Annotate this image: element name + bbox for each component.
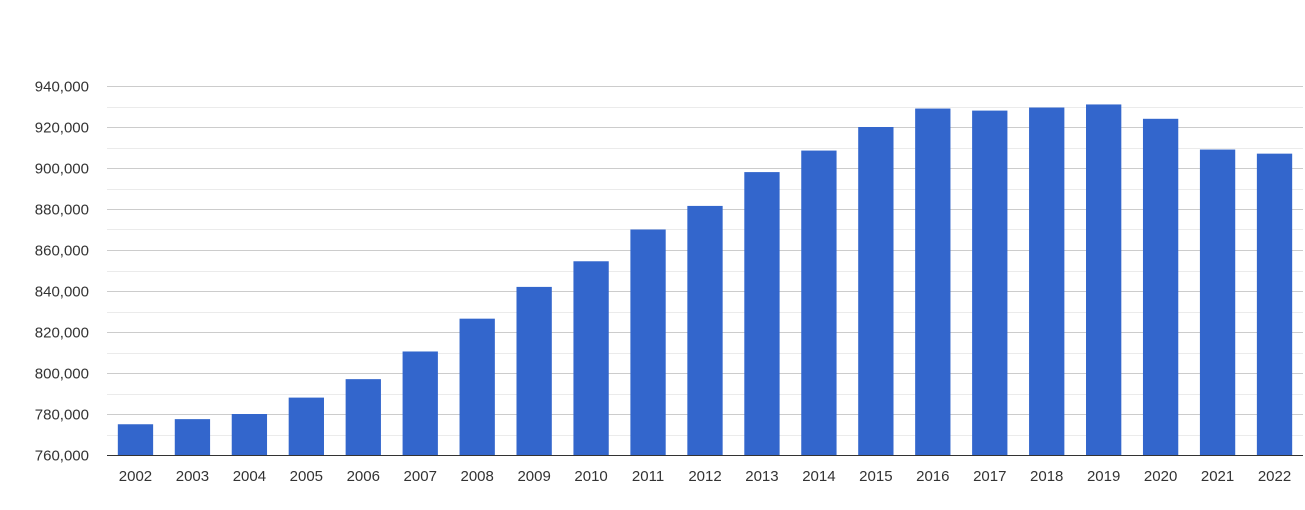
x-tick-label: 2022 [1258, 468, 1291, 485]
x-axis-tick-labels: 2002 2003 2004 2005 2006 2007 2008 2009 2010 2011… [119, 468, 1291, 485]
bar-2006[interactable] [345, 379, 381, 455]
x-tick-label: 2010 [574, 468, 607, 485]
y-tick-label: 760,000 [35, 448, 89, 465]
bar-2017[interactable] [972, 110, 1008, 455]
bar-2016[interactable] [915, 108, 951, 456]
x-tick-label: 2006 [347, 468, 380, 485]
bar-2019[interactable] [1086, 104, 1122, 455]
x-tick-label: 2005 [290, 468, 323, 485]
x-tick-label: 2007 [404, 468, 437, 485]
x-tick-label: 2020 [1144, 468, 1177, 485]
y-tick-label: 920,000 [35, 120, 89, 137]
bar-2007[interactable] [402, 351, 438, 455]
x-tick-label: 2016 [916, 468, 949, 485]
y-tick-label: 880,000 [35, 202, 89, 219]
y-axis-tick-labels: 760,000 780,000 800,000 820,000 840,000 860,0… [35, 79, 89, 465]
y-tick-label: 820,000 [35, 325, 89, 342]
x-tick-label: 2018 [1030, 468, 1063, 485]
bar-2011[interactable] [630, 229, 666, 456]
bar-2002[interactable] [117, 424, 154, 455]
x-tick-label: 2015 [859, 468, 892, 485]
x-tick-label: 2021 [1201, 468, 1234, 485]
x-tick-label: 2012 [688, 468, 721, 485]
y-tick-label: 940,000 [35, 79, 89, 96]
bar-2005[interactable] [288, 397, 324, 455]
x-tick-label: 2017 [973, 468, 1006, 485]
y-tick-label: 800,000 [35, 366, 89, 383]
x-tick-label: 2019 [1087, 468, 1120, 485]
bar-2010[interactable] [573, 261, 609, 455]
bar-2021[interactable] [1199, 149, 1236, 456]
x-tick-label: 2008 [461, 468, 494, 485]
y-tick-label: 780,000 [35, 407, 89, 424]
bar-2020[interactable] [1142, 118, 1179, 456]
x-tick-label: 2003 [176, 468, 209, 485]
bar-2018[interactable] [1029, 107, 1065, 456]
bar-2008[interactable] [459, 318, 495, 455]
bar-2004[interactable] [231, 414, 268, 455]
bars [117, 104, 1293, 456]
bar-2003[interactable] [174, 419, 211, 456]
y-tick-label: 900,000 [35, 161, 89, 178]
bar-2022[interactable] [1256, 153, 1293, 455]
x-tick-label: 2009 [517, 468, 550, 485]
y-tick-label: 860,000 [35, 243, 89, 260]
x-tick-label: 2002 [119, 468, 152, 485]
bar-2012[interactable] [687, 205, 723, 455]
x-tick-label: 2004 [233, 468, 266, 485]
bar-2013[interactable] [744, 172, 780, 455]
x-tick-label: 2011 [632, 468, 664, 485]
x-tick-label: 2013 [745, 468, 778, 485]
bar-2015[interactable] [858, 127, 894, 455]
bar-2009[interactable] [516, 286, 552, 455]
x-tick-label: 2014 [802, 468, 835, 485]
bar-2014[interactable] [801, 150, 837, 455]
y-tick-label: 840,000 [35, 284, 89, 301]
